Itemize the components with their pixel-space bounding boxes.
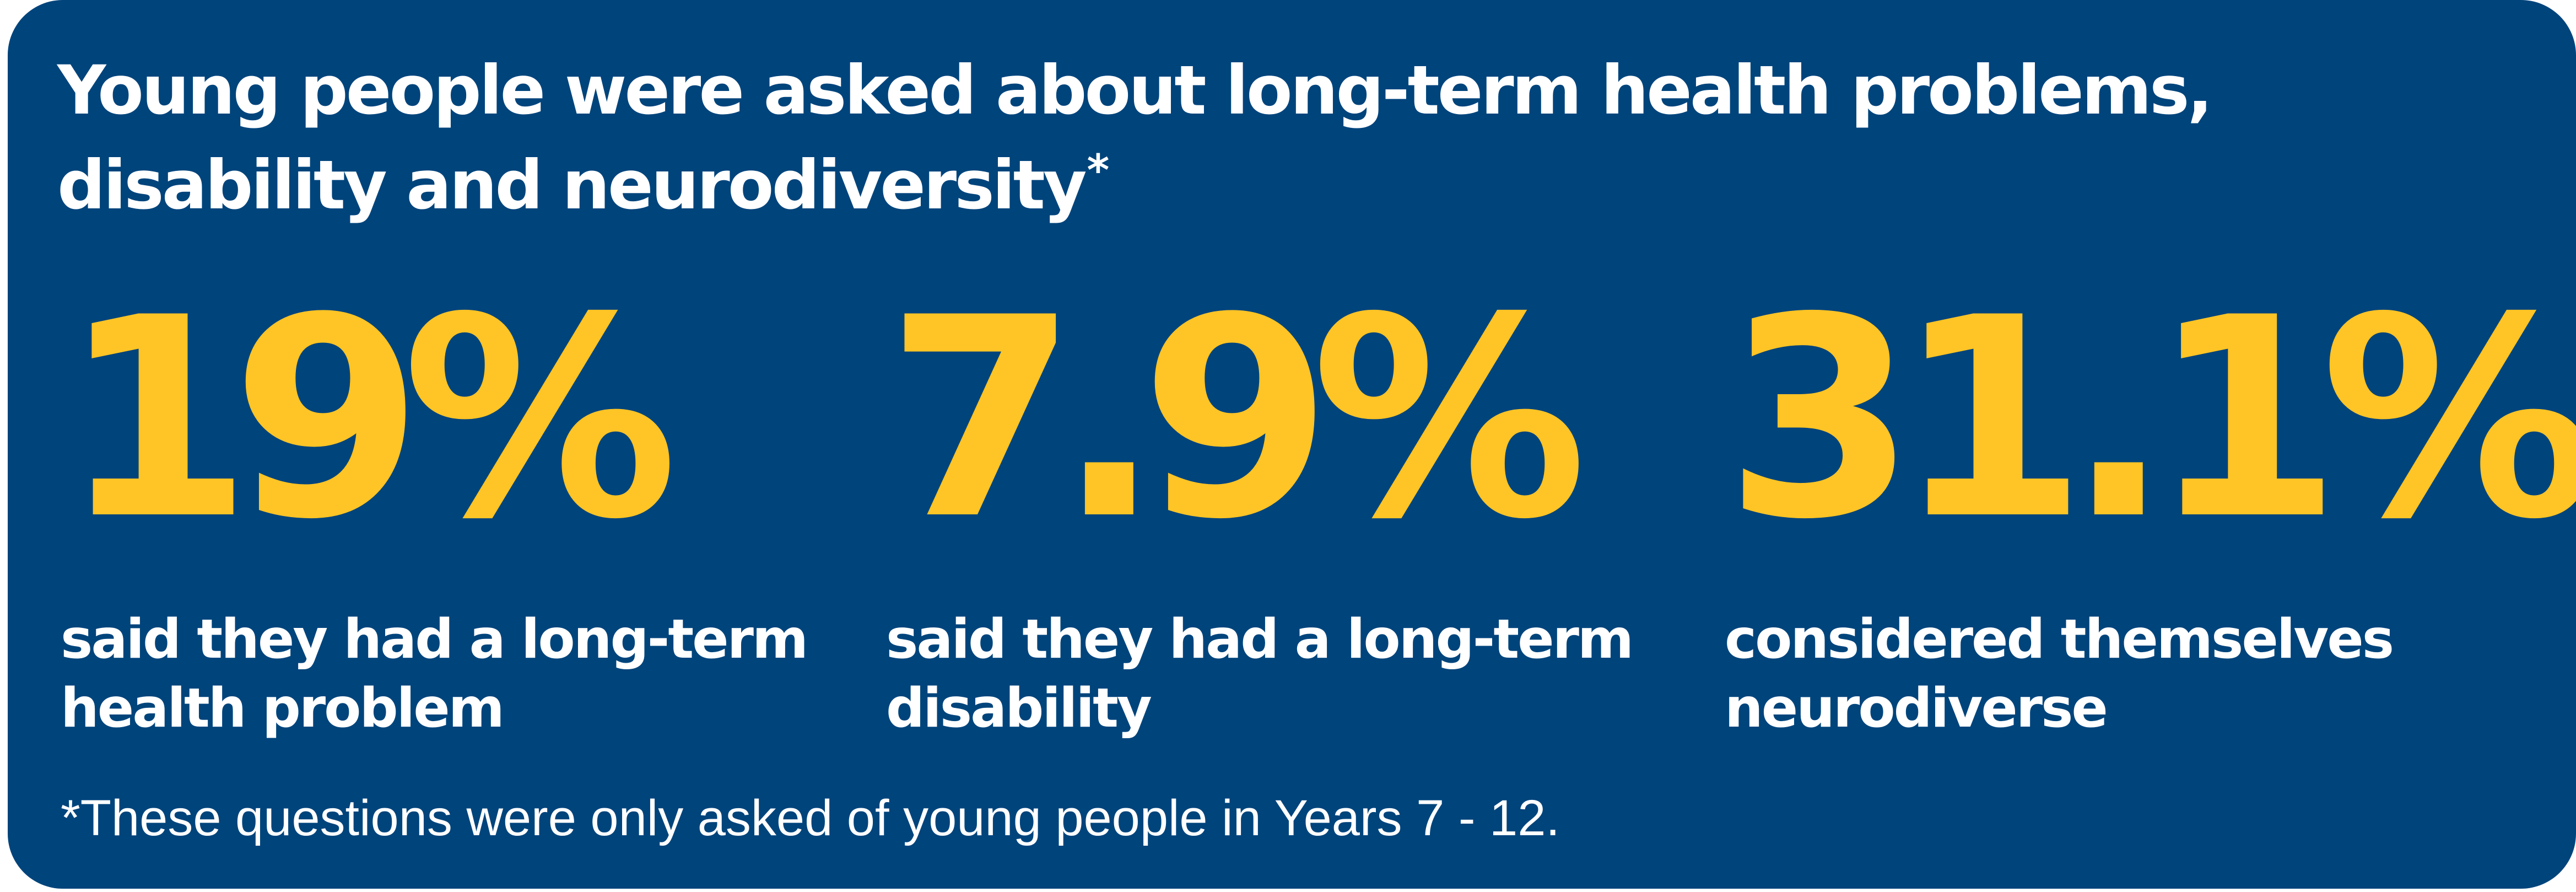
stat-value: 31.1% xyxy=(1725,259,2576,579)
infographic-title: Young people were asked about long-term … xyxy=(57,43,2427,233)
title-text: Young people were asked about long-term … xyxy=(57,51,2213,224)
stat-health-problem: 19% said they had a long-term health pro… xyxy=(61,259,887,743)
stat-value: 7.9% xyxy=(886,259,1587,579)
stat-neurodiverse: 31.1% considered themselves neurodiverse xyxy=(1725,259,2576,743)
stat-caption: said they had a long-term disability xyxy=(886,608,1634,740)
footnote: *These questions were only asked of youn… xyxy=(61,790,1560,846)
stat-caption: considered themselves neurodiverse xyxy=(1725,608,2394,740)
title-footnote-marker: * xyxy=(1087,146,1109,196)
stat-disability: 7.9% said they had a long-term disabilit… xyxy=(886,259,1713,743)
infographic-card: Young people were asked about long-term … xyxy=(8,0,2576,889)
stat-value: 19% xyxy=(61,259,678,579)
stat-caption: said they had a long-term health problem xyxy=(61,608,808,740)
